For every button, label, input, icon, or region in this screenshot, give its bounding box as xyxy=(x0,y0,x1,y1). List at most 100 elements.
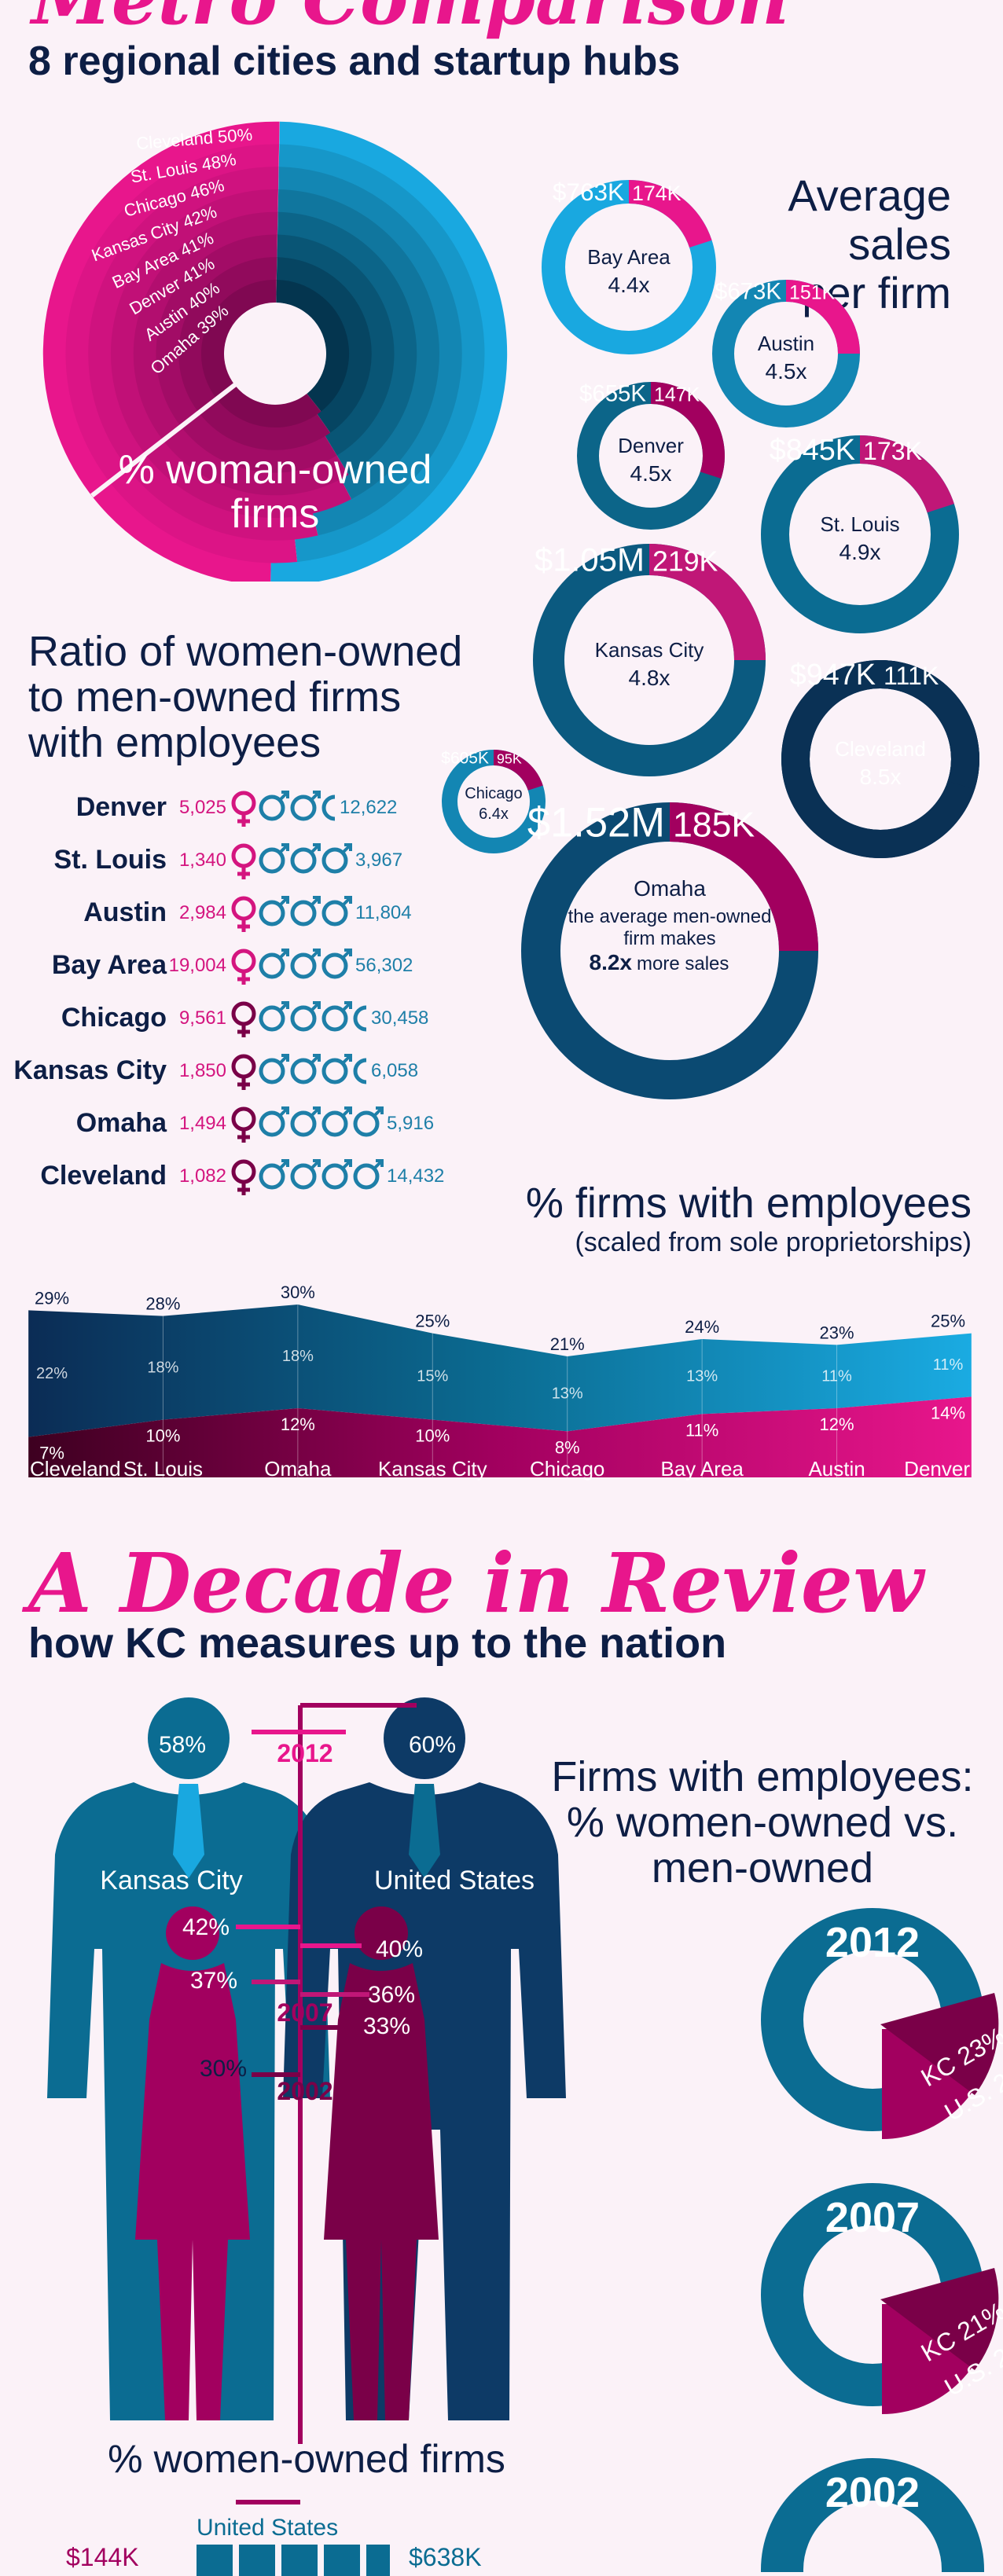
kc-2002-pct: 30% xyxy=(200,2056,247,2082)
us-2007-pct: 36% xyxy=(368,1982,415,2008)
bottom-bars: United States $144K $638K xyxy=(63,2515,503,2572)
sales-ratio: 4.4x xyxy=(608,273,650,297)
bottom-bar xyxy=(281,2545,318,2576)
female-symbol-icon xyxy=(237,866,250,879)
area-men-label: 22% xyxy=(36,1365,68,1382)
sales-men-value: $655K xyxy=(579,380,646,406)
male-symbol-icon xyxy=(324,902,346,924)
area-total-label: 23% xyxy=(820,1323,854,1342)
sales-city-name: St. Louis xyxy=(820,512,899,536)
sales-men-value: $1.52M xyxy=(527,799,665,846)
area-total-label: 29% xyxy=(35,1288,69,1308)
male-symbol-icon xyxy=(292,1007,314,1029)
male-symbol-icon xyxy=(343,1003,351,1011)
area-women-label: 12% xyxy=(820,1415,854,1434)
male-symbol-icon xyxy=(324,1113,346,1135)
decade-footer-label: % women-owned firms xyxy=(63,2436,550,2482)
sales-women-value: 174K xyxy=(632,182,682,205)
female-symbol-icon xyxy=(237,1077,250,1090)
us-2002-pct: 33% xyxy=(363,2013,410,2039)
male-symbol-icon xyxy=(343,1161,351,1169)
sales-city-name: Omaha xyxy=(634,876,706,901)
area-women-label: 14% xyxy=(931,1403,965,1422)
male-symbol-icon xyxy=(292,1113,314,1135)
bottom-bar xyxy=(324,2545,360,2576)
male-symbol-icon xyxy=(355,1113,377,1135)
area-category-label: Chicago xyxy=(530,1457,604,1481)
ratio-city: Austin xyxy=(83,897,167,928)
ratio-icons xyxy=(230,789,352,830)
area-men-label: 18% xyxy=(147,1360,178,1377)
male-symbol-icon xyxy=(261,797,283,819)
male-symbol-icon xyxy=(261,1113,283,1135)
female-symbol-icon xyxy=(233,951,254,971)
male-symbol-partial-icon xyxy=(355,1007,366,1029)
sales-men-value: $673K xyxy=(715,278,781,304)
female-symbol-icon xyxy=(233,1161,254,1182)
male-symbol-icon xyxy=(280,845,288,853)
sales-city-name: Austin xyxy=(758,332,814,355)
sales-city-name: Bay Area xyxy=(587,245,671,269)
female-symbol-icon xyxy=(237,919,250,932)
male-symbol-icon xyxy=(355,1165,377,1187)
area-total-label: 25% xyxy=(415,1312,450,1331)
sales-note-line1: the average men-owned xyxy=(568,906,772,927)
decade-title: A Decade in Review xyxy=(28,1540,924,1627)
ratio-women-count: 1,850 xyxy=(179,1060,226,1082)
male-symbol-icon xyxy=(292,902,314,924)
area-men-label: 18% xyxy=(282,1348,314,1365)
male-symbol-icon xyxy=(280,1003,288,1011)
ratio-women-count: 5,025 xyxy=(179,797,226,819)
female-symbol-icon xyxy=(233,1004,254,1024)
ratio-city: Bay Area xyxy=(52,950,167,981)
male-symbol-partial-icon xyxy=(355,1060,366,1082)
male-symbol-icon xyxy=(292,849,314,872)
male-symbol-icon xyxy=(292,1060,314,1082)
sales-ratio: 4.5x xyxy=(766,359,807,383)
sales-women-value: 185K xyxy=(673,805,755,844)
male-symbol-icon xyxy=(311,897,319,905)
sales-ratio: 4.8x xyxy=(629,666,671,690)
bottom-bar xyxy=(366,2545,390,2576)
sales-ratio: 4.9x xyxy=(840,540,881,564)
employees-rings-title-line3: men-owned xyxy=(550,1845,975,1891)
bottom-bars-marks xyxy=(197,2545,401,2576)
bottom-bar xyxy=(239,2545,275,2576)
area-category-label: St. Louis xyxy=(123,1457,203,1481)
ratio-men-count: 5,916 xyxy=(387,1113,434,1135)
area-women-label: 10% xyxy=(415,1426,450,1446)
male-symbol-icon xyxy=(343,1055,351,1063)
sales-men-value: $1.05M xyxy=(535,541,645,578)
area-total-label: 30% xyxy=(281,1282,315,1302)
area-total-label: 21% xyxy=(550,1334,585,1354)
male-symbol-icon xyxy=(261,902,283,924)
us-2012-pct: 40% xyxy=(376,1936,423,1962)
ratio-men-count: 12,622 xyxy=(340,797,397,819)
ratio-men-count: 11,804 xyxy=(355,902,412,924)
firms-employees-title: % firms with employees xyxy=(503,1179,972,1227)
decade-subtitle: how KC measures up to the nation xyxy=(28,1619,726,1668)
male-symbol-icon xyxy=(280,1108,288,1116)
area-category-label: Bay Area xyxy=(660,1457,744,1481)
area-women-label: 8% xyxy=(555,1437,580,1457)
female-symbol-icon xyxy=(233,793,254,813)
area-total-label: 28% xyxy=(145,1294,180,1314)
bottom-bar xyxy=(197,2545,233,2576)
ratio-men-count: 30,458 xyxy=(371,1007,428,1029)
ratio-women-count: 1,494 xyxy=(179,1113,226,1135)
female-symbol-icon xyxy=(237,1129,250,1143)
ratio-title: Ratio of women-owned to men-owned firms … xyxy=(28,629,462,765)
male-symbol-icon xyxy=(261,849,283,872)
male-symbol-icon xyxy=(324,1165,346,1187)
male-symbol-icon xyxy=(280,950,288,958)
male-symbol-icon xyxy=(343,845,351,853)
male-symbol-icon xyxy=(374,1161,382,1169)
kc-men-pct: 58% xyxy=(159,1732,206,1758)
male-symbol-icon xyxy=(292,1165,314,1187)
area-category-label: Denver xyxy=(904,1457,970,1481)
sales-note-line2: firm makes xyxy=(623,928,715,949)
